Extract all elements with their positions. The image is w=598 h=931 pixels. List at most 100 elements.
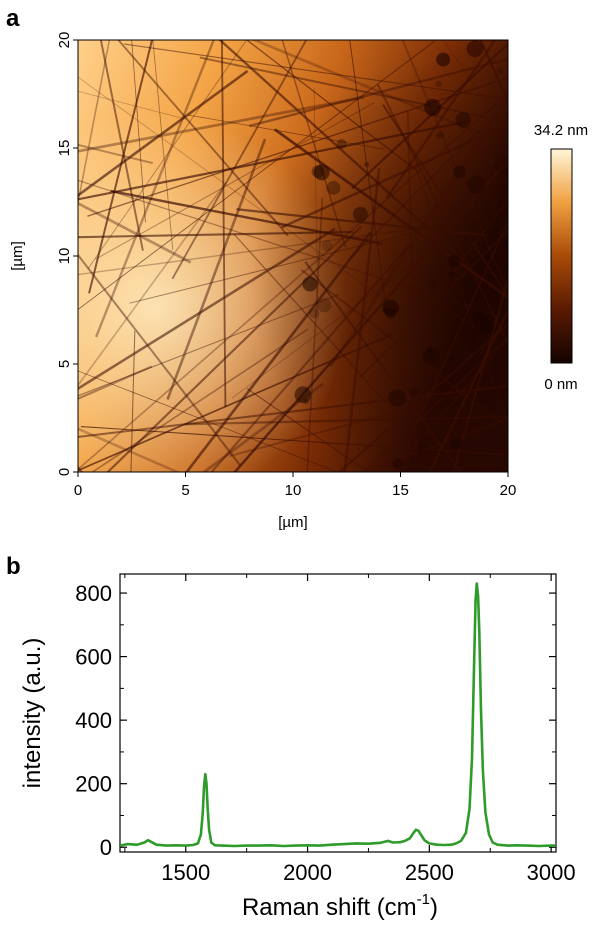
afm-dark-grain	[424, 98, 442, 116]
raman-y-tick-label: 400	[75, 708, 112, 733]
afm-fiber	[245, 40, 420, 174]
afm-fiber	[201, 382, 325, 472]
afm-fiber	[246, 388, 370, 472]
afm-dark-grain	[448, 255, 461, 268]
afm-fiber	[78, 96, 365, 153]
afm-fiber	[313, 88, 319, 320]
afm-x-tick-label: 0	[74, 482, 82, 499]
afm-dark-grain	[467, 336, 483, 352]
afm-dark-grain	[466, 175, 485, 194]
afm-dark-grain	[466, 40, 484, 58]
afm-fiber	[221, 40, 227, 408]
afm-fiber	[385, 40, 497, 200]
afm-dark-grain	[336, 138, 347, 150]
afm-fiber	[185, 232, 372, 472]
afm-fiber	[248, 57, 508, 128]
afm-dark-grain	[502, 241, 508, 249]
afm-dark-grain	[311, 165, 325, 178]
colorbar	[550, 148, 573, 364]
raman-y-tick-label: 200	[75, 772, 112, 797]
afm-dark-grain	[448, 271, 456, 279]
afm-fiber	[229, 388, 486, 457]
afm-fiber	[78, 230, 354, 239]
afm-y-tick-label: 5	[56, 360, 73, 368]
afm-fiber	[349, 40, 387, 308]
afm-fiber	[382, 104, 508, 299]
afm-fiber	[152, 40, 174, 250]
afm-x-tick-label: 15	[392, 482, 409, 499]
afm-fiber	[407, 284, 508, 348]
afm-fiber	[78, 121, 465, 201]
afm-fiber	[184, 415, 508, 426]
afm-fiber	[78, 76, 409, 318]
afm-fiber	[406, 111, 418, 472]
afm-fiber	[343, 168, 381, 472]
afm-x-tick-label: 5	[181, 482, 189, 499]
afm-fiber	[394, 219, 508, 472]
afm-fiber	[78, 40, 111, 207]
afm-fiber	[117, 40, 289, 237]
afm-dark-grain	[408, 387, 419, 398]
afm-dark-grain	[494, 155, 508, 174]
afm-fiber	[78, 181, 227, 387]
afm-x-tick-label: 10	[285, 482, 302, 499]
afm-fiber	[88, 40, 154, 294]
afm-dark-grain	[302, 276, 318, 292]
afm-fiber	[306, 197, 324, 472]
afm-fiber	[78, 227, 336, 391]
afm-fiber	[80, 426, 508, 456]
afm-fiber	[401, 40, 508, 296]
afm-fiber	[452, 275, 508, 472]
afm-y-tick-label: 15	[56, 140, 73, 157]
afm-fiber	[442, 40, 508, 135]
afm-fiber	[95, 40, 216, 338]
raman-y-tick-label: 800	[75, 581, 112, 606]
raman-x-axis-label: Raman shift (cm-1)	[242, 891, 438, 921]
afm-fiber	[78, 370, 339, 472]
afm-fiber	[251, 40, 508, 147]
afm-dark-grain	[382, 299, 400, 317]
afm-dark-grain	[418, 444, 427, 454]
afm-fiber	[236, 208, 488, 237]
afm-fiber	[273, 128, 508, 300]
afm-fiber	[188, 114, 384, 150]
raman-x-tick-label: 2500	[405, 860, 454, 885]
afm-fiber	[78, 179, 504, 319]
afm-fiber	[78, 253, 242, 467]
afm-fiber	[110, 189, 383, 245]
afm-fiber	[210, 244, 411, 472]
afm-fiber	[362, 335, 508, 472]
afm-fiber	[414, 166, 508, 424]
afm-dark-grain	[455, 112, 471, 128]
afm-y-axis-label: [µm]	[9, 241, 26, 270]
afm-fiber	[231, 191, 508, 399]
raman-x-axis-label-sup: -1	[417, 891, 430, 908]
afm-dark-grain	[435, 80, 442, 88]
afm-dark-grain	[316, 298, 332, 313]
afm-fiber	[300, 269, 508, 429]
afm-fiber	[166, 138, 267, 400]
afm-fiber	[78, 40, 435, 311]
afm-dark-grain	[392, 458, 403, 469]
afm-y-tick-label: 10	[56, 248, 73, 265]
afm-dark-grain	[321, 240, 333, 252]
afm-fiber	[358, 229, 508, 380]
afm-fiber	[233, 233, 418, 438]
afm-fiber	[124, 43, 508, 100]
afm-fiber	[171, 40, 308, 280]
raman-x-tick-label: 2000	[283, 860, 332, 885]
afm-dark-grain	[388, 389, 407, 407]
afm-y-tick-label: 0	[56, 468, 73, 476]
afm-fiber	[413, 198, 508, 323]
raman-x-axis-label-end: )	[430, 894, 438, 921]
afm-dark-grain	[294, 386, 312, 404]
afm-fiber	[281, 40, 347, 248]
afm-dark-grain	[313, 164, 330, 181]
afm-fiber	[78, 365, 153, 400]
afm-fiber	[106, 225, 363, 472]
raman-axes: 1500 2000 2500 3000 0 200 400 600 800	[75, 574, 576, 885]
afm-dark-grain	[436, 52, 451, 67]
afm-dark-grain	[427, 278, 438, 290]
afm-dark-grain	[308, 308, 320, 319]
afm-dark-grain	[352, 206, 368, 222]
